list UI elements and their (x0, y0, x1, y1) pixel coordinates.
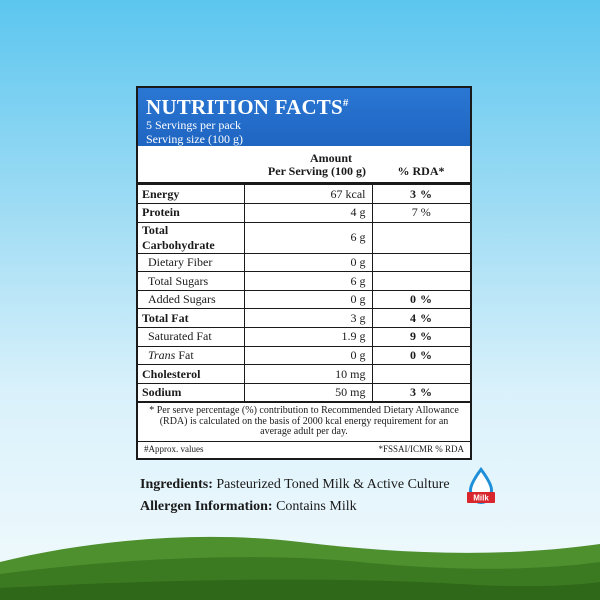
rda-footnote: * Per serve percentage (%) contribution … (138, 402, 470, 442)
nutrient-rda: 4 % (371, 308, 470, 329)
trans-rest: Fat (175, 347, 194, 362)
nutrient-rda (371, 364, 470, 384)
nutrient-name: Trans Fat (138, 345, 245, 366)
ingredients-label: Ingredients: (140, 477, 213, 492)
nutrient-name: Total Sugars (138, 271, 245, 291)
rda-column-header: % RDA* (397, 164, 445, 178)
title-footnote-mark: # (342, 97, 349, 109)
nutrient-name: Cholesterol (138, 364, 245, 384)
nutrient-rda: 3 % (371, 382, 470, 403)
nutrition-facts-panel: NUTRITION FACTS# 5 Servings per pack Ser… (136, 86, 472, 460)
product-info: Ingredients: Pasteurized Toned Milk & Ac… (140, 474, 450, 518)
nutrition-facts-header: NUTRITION FACTS# 5 Servings per pack Ser… (138, 88, 470, 146)
nutrient-name: Total Carbohydrate (138, 221, 245, 254)
approx-values-note: #Approx. values (144, 443, 204, 454)
nutrient-amount: 67 kcal (243, 185, 373, 205)
milk-allergen-icon: Milk (467, 467, 495, 504)
nutrient-name: Total Fat (138, 308, 245, 329)
serving-size: Serving size (100 g) (146, 132, 243, 146)
allergen-line: Allergen Information: Contains Milk (140, 496, 450, 518)
nutrient-amount: 50 mg (243, 382, 373, 403)
nutrient-rda: 9 % (371, 327, 470, 347)
column-headers: Amount Per Serving (100 g) % RDA* (138, 146, 470, 185)
milk-badge-text: Milk (473, 494, 489, 503)
nutrient-amount: 6 g (243, 221, 373, 254)
trans-italic: Trans (148, 347, 176, 362)
nutrient-name: Protein (138, 203, 245, 223)
nutrient-name: Energy (138, 185, 245, 205)
amount-column-header: Amount Per Serving (100 g) (267, 151, 366, 178)
nutrient-name: Dietary Fiber (138, 252, 245, 273)
nutrition-facts-title: NUTRITION FACTS# (146, 95, 349, 119)
servings-per-pack: 5 Servings per pack (146, 118, 241, 132)
nutrient-rda: 0 % (371, 289, 470, 310)
nutrient-amount: 6 g (243, 271, 373, 291)
nutrient-table: Energy 67 kcal 3 % Protein 4 g 7 % Total… (138, 185, 470, 403)
grass-hill-background (0, 536, 600, 600)
nutrient-rda (371, 221, 470, 254)
nutrient-amount: 1.9 g (243, 327, 373, 347)
nutrient-amount: 0 g (243, 252, 373, 273)
nutrient-amount: 4 g (243, 203, 373, 223)
allergen-label: Allergen Information: (140, 499, 273, 514)
nutrient-name: Saturated Fat (138, 327, 245, 347)
table-row: Dietary Fiber 0 g (138, 252, 470, 273)
nutrient-name: Sodium (138, 382, 245, 403)
rda-source-note: *FSSAI/ICMR % RDA (378, 443, 464, 454)
nutrient-name: Added Sugars (138, 289, 245, 310)
table-row: Total Sugars 6 g (138, 271, 470, 291)
notes-row: #Approx. values *FSSAI/ICMR % RDA (138, 442, 470, 458)
nutrient-amount: 10 mg (243, 364, 373, 384)
nutrient-amount: 0 g (243, 345, 373, 366)
nutrient-rda: 3 % (371, 185, 470, 205)
table-row: Added Sugars 0 g 0 % (138, 289, 470, 310)
table-row: Trans Fat 0 g 0 % (138, 345, 470, 366)
nutrient-rda (371, 271, 470, 291)
ingredients-line: Ingredients: Pasteurized Toned Milk & Ac… (140, 474, 450, 496)
nutrient-rda: 0 % (371, 345, 470, 366)
nutrient-amount: 3 g (243, 308, 373, 329)
table-row: Energy 67 kcal 3 % (138, 185, 470, 205)
table-row: Sodium 50 mg 3 % (138, 382, 470, 403)
table-row: Total Carbohydrate 6 g (138, 221, 470, 254)
nutrient-rda (371, 252, 470, 273)
nutrient-rda: 7 % (371, 203, 470, 223)
table-row: Protein 4 g 7 % (138, 203, 470, 223)
allergen-text: Contains Milk (272, 499, 357, 514)
table-row: Total Fat 3 g 4 % (138, 308, 470, 329)
table-row: Cholesterol 10 mg (138, 364, 470, 384)
ingredients-text: Pasteurized Toned Milk & Active Culture (212, 477, 450, 492)
table-row: Saturated Fat 1.9 g 9 % (138, 327, 470, 347)
nutrient-amount: 0 g (243, 289, 373, 310)
